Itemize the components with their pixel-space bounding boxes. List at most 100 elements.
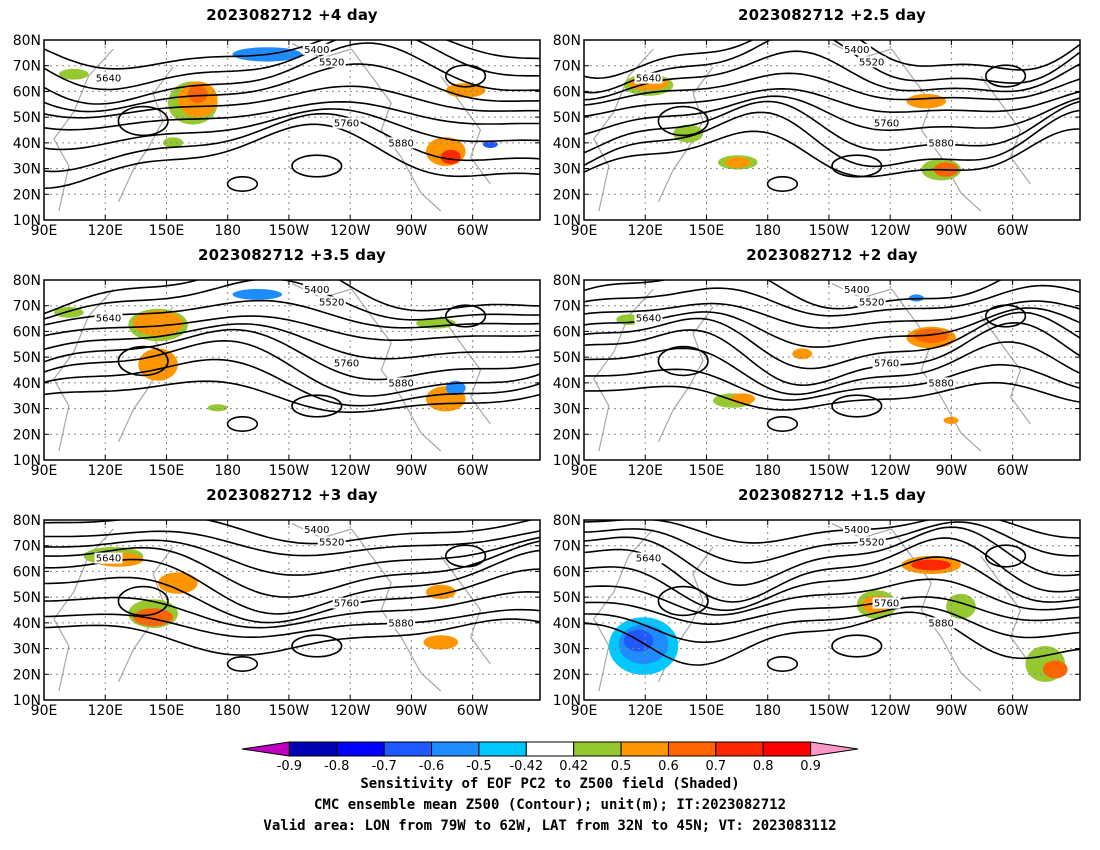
lon-tick-label: 150E — [149, 223, 185, 239]
lon-tick-label: 90W — [396, 703, 428, 719]
contour-label: 5880 — [928, 378, 953, 389]
z500-contour — [44, 323, 540, 360]
z500-contour — [44, 40, 540, 91]
sensitivity-shading — [792, 348, 813, 360]
contour-label: 5880 — [928, 138, 953, 149]
z500-closed-contour — [984, 64, 1027, 88]
lat-tick-label: 20N — [13, 667, 41, 683]
lat-tick-label: 70N — [13, 59, 41, 75]
coastline — [440, 555, 491, 665]
lat-tick-label: 50N — [553, 350, 581, 366]
z500-contour — [584, 284, 1080, 317]
z500-contour — [44, 108, 540, 151]
lon-tick-label: 150E — [689, 223, 725, 239]
z500-contour — [44, 123, 540, 190]
z500-contour — [44, 380, 540, 413]
z500-contour — [584, 109, 1080, 168]
lon-tick-label: 120W — [870, 223, 911, 239]
panel-title-p6: 2023082712 +1.5 day — [738, 486, 926, 504]
lon-tick-label: 90W — [396, 463, 428, 479]
footer-contour-caption: CMC ensemble mean Z500 (Contour); unit(m… — [313, 797, 786, 813]
contour-label: 5520 — [859, 297, 884, 308]
lat-tick-label: 10N — [13, 213, 41, 229]
lon-tick-label: 120E — [627, 703, 663, 719]
coastline — [891, 288, 982, 452]
lat-tick-label: 80N — [553, 33, 581, 49]
lat-tick-label: 70N — [553, 539, 581, 555]
z500-closed-contour — [117, 585, 169, 617]
contour-label: 5760 — [334, 359, 359, 370]
contour-label: 5520 — [319, 537, 344, 548]
lon-tick-label: 180 — [754, 703, 781, 719]
z500-closed-contour — [831, 634, 883, 658]
z500-contour — [584, 40, 1080, 80]
lat-tick-label: 50N — [553, 110, 581, 126]
colorbar-swatch — [336, 741, 385, 757]
contour-label: 5640 — [636, 74, 661, 85]
z500-contour — [44, 42, 540, 105]
contour-label: 5400 — [304, 45, 329, 56]
colorbar-label: 0.9 — [800, 759, 821, 774]
z500-contour — [584, 100, 1080, 154]
z500-contour — [584, 605, 1080, 643]
z500-contour — [584, 520, 1080, 544]
lon-tick-label: 120W — [870, 703, 911, 719]
lon-tick-label: 120E — [627, 463, 663, 479]
panel-frame — [43, 519, 541, 701]
contour-label: 5520 — [319, 57, 344, 68]
z500-closed-contour — [291, 634, 343, 658]
panel-title-p5: 2023082712 +3 day — [206, 486, 378, 504]
lon-tick-label: 180 — [754, 463, 781, 479]
z500-closed-contour — [444, 304, 487, 328]
z500-closed-contour — [291, 394, 343, 418]
panel-frame — [583, 519, 1081, 701]
contour-label: 5760 — [874, 359, 899, 370]
z500-closed-contour — [226, 176, 259, 193]
z500-contour — [44, 339, 540, 397]
lat-tick-label: 40N — [553, 136, 581, 152]
lon-tick-label: 120E — [87, 703, 123, 719]
z500-closed-contour — [226, 415, 259, 432]
lat-tick-label: 20N — [13, 187, 41, 203]
lat-tick-label: 30N — [13, 162, 41, 178]
lat-tick-label: 50N — [13, 590, 41, 606]
colorbar-swatch — [478, 741, 527, 757]
sensitivity-shading — [906, 94, 947, 109]
z500-closed-contour — [831, 394, 883, 418]
coastline — [891, 48, 982, 212]
colorbar-swatch — [667, 741, 717, 757]
sensitivity-shading — [725, 157, 751, 168]
z500-closed-contour — [657, 585, 709, 617]
z500-contour — [584, 578, 1080, 616]
z500-closed-contour — [444, 544, 487, 568]
colorbar-label: -0.42 — [509, 759, 543, 774]
lat-tick-label: 60N — [13, 564, 41, 580]
z500-contour — [584, 611, 1080, 666]
lat-tick-label: 10N — [553, 693, 581, 709]
z500-contour — [44, 530, 540, 557]
lon-tick-label: 120E — [87, 463, 123, 479]
coastline — [351, 288, 442, 452]
lat-tick-label: 80N — [13, 513, 41, 529]
z500-closed-contour — [657, 105, 709, 137]
lat-tick-label: 50N — [13, 110, 41, 126]
contour-label: 5760 — [874, 599, 899, 610]
lon-tick-label: 180 — [214, 703, 241, 719]
contour-label: 5400 — [844, 285, 869, 296]
z500-closed-contour — [117, 345, 169, 377]
lon-tick-label: 60W — [997, 463, 1029, 479]
colorbar-swatch — [573, 741, 622, 757]
lat-tick-label: 40N — [13, 376, 41, 392]
lon-tick-label: 90W — [396, 223, 428, 239]
panel-title-p4: 2023082712 +2 day — [746, 246, 918, 264]
colorbar-label: -0.8 — [324, 759, 349, 774]
z500-closed-contour — [766, 415, 799, 432]
coastline — [980, 75, 1031, 185]
coastline — [593, 48, 654, 212]
z500-closed-contour — [984, 304, 1027, 328]
z500-contour — [44, 40, 540, 70]
lat-tick-label: 30N — [13, 402, 41, 418]
lat-tick-label: 40N — [553, 616, 581, 632]
lat-tick-label: 70N — [553, 59, 581, 75]
